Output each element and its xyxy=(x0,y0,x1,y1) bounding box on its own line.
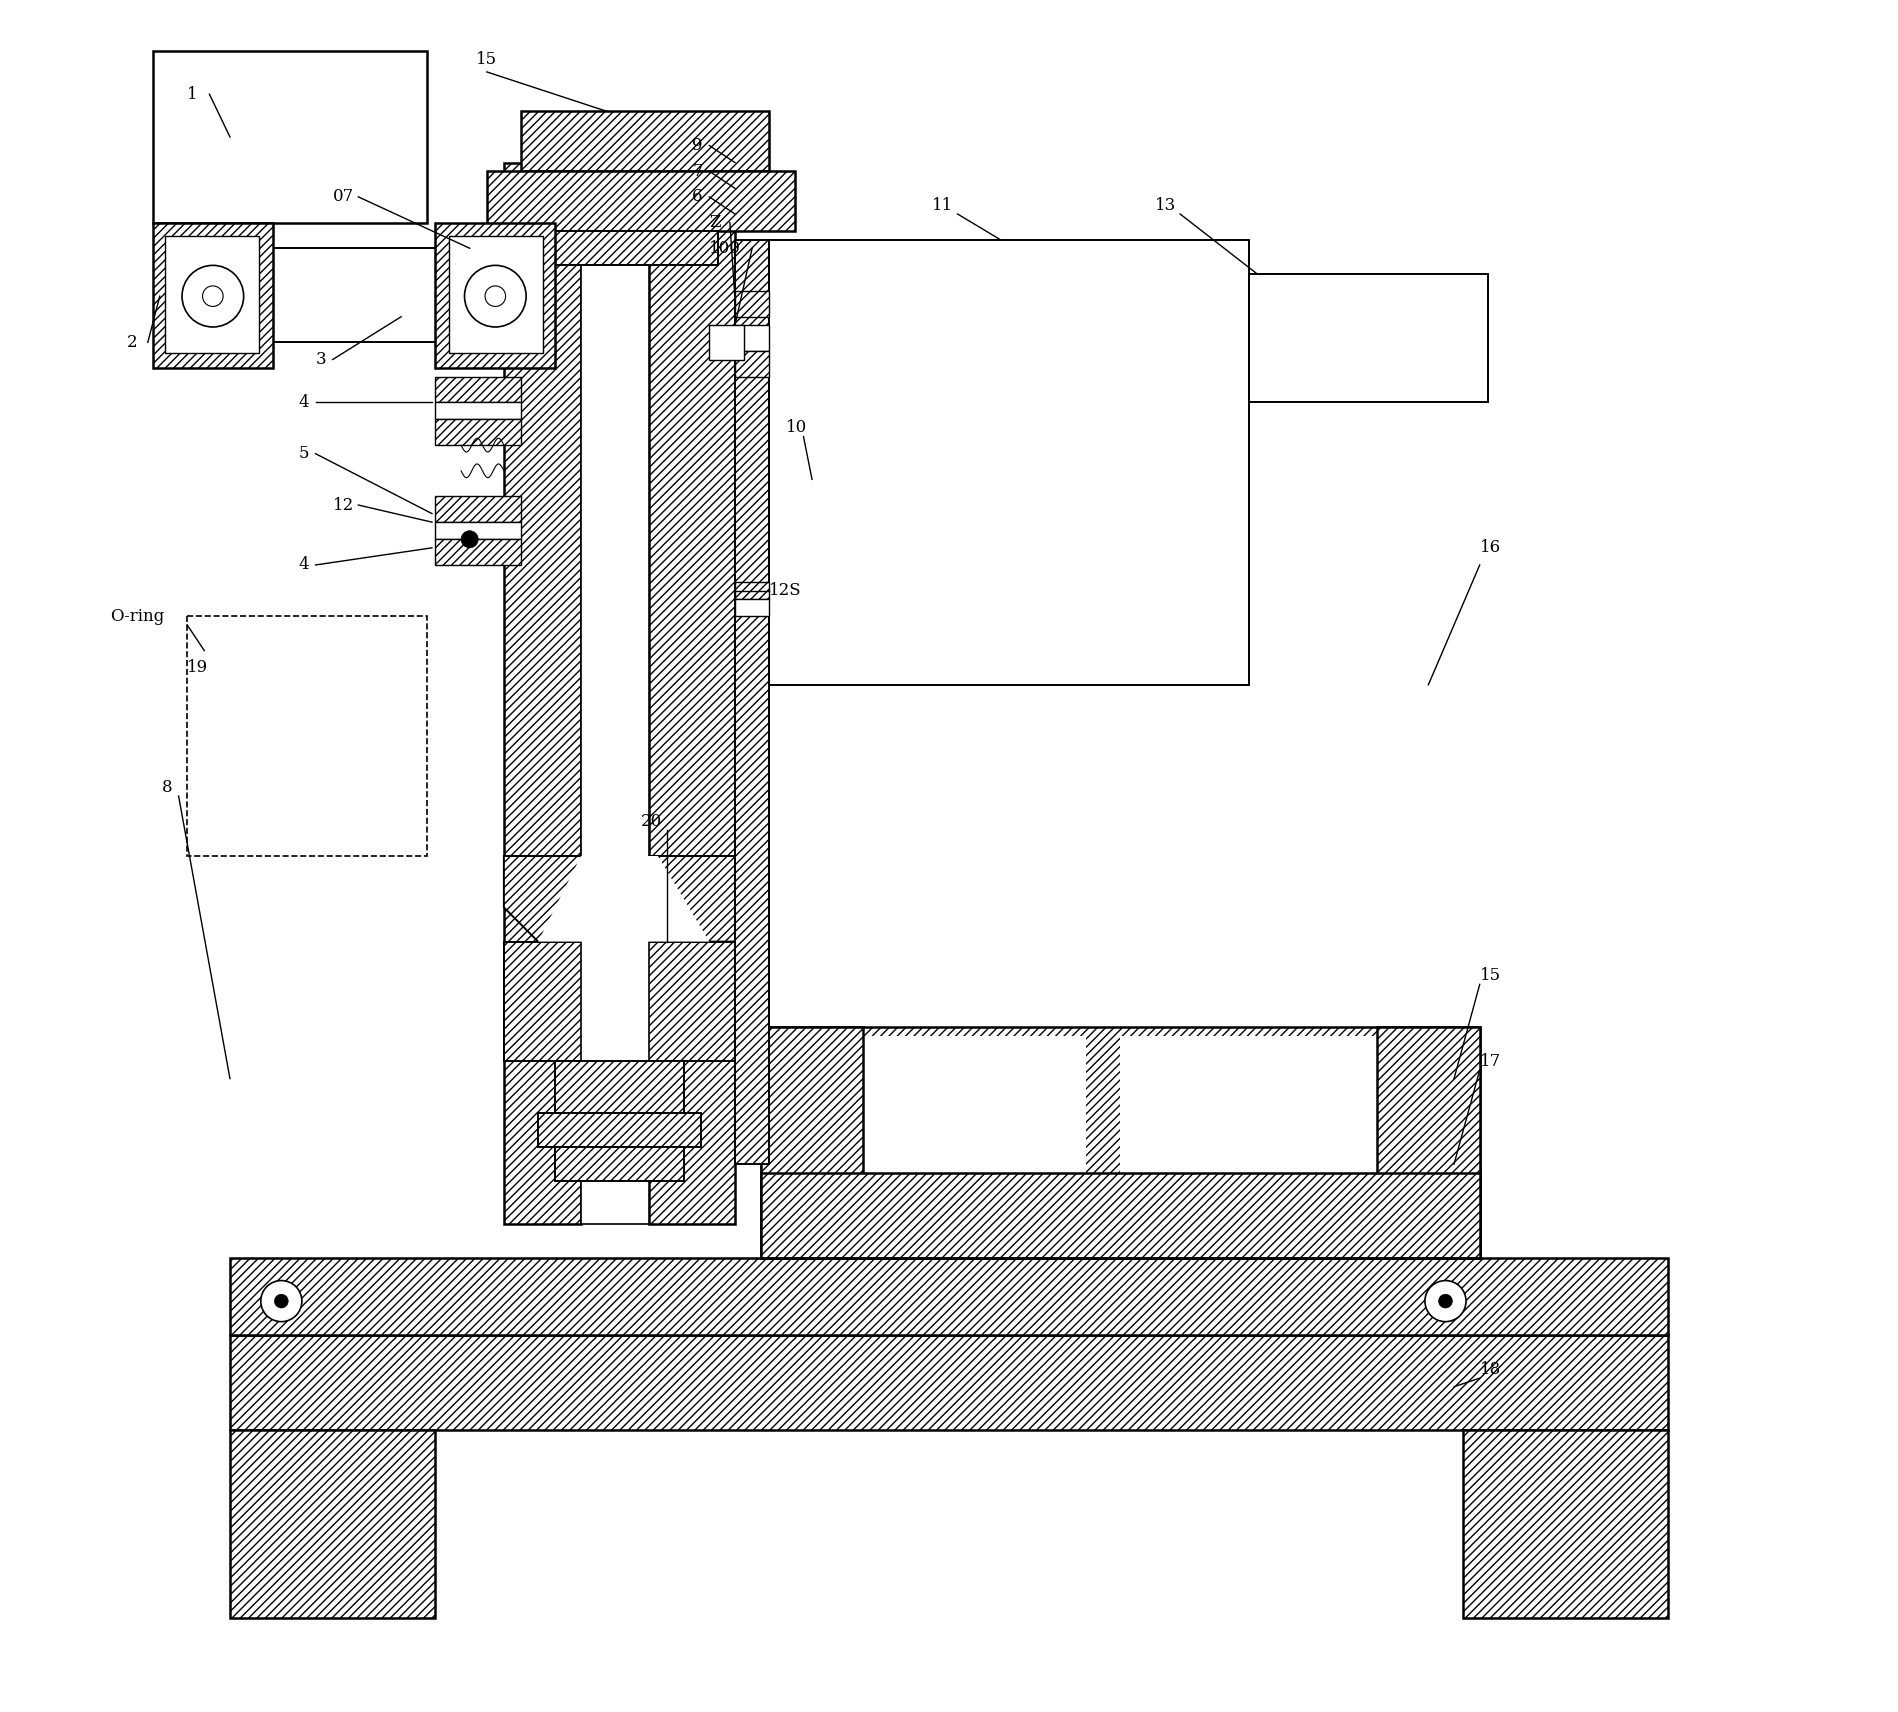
Bar xyxy=(1120,1036,1463,1250)
Bar xyxy=(556,1147,683,1181)
Bar xyxy=(154,51,427,223)
Bar xyxy=(230,1430,435,1618)
Text: 4: 4 xyxy=(298,394,309,411)
Bar xyxy=(435,539,520,565)
Circle shape xyxy=(203,286,224,306)
Bar xyxy=(1378,1027,1480,1258)
Text: 6: 6 xyxy=(693,188,702,205)
Text: 7: 7 xyxy=(693,163,702,180)
Bar xyxy=(735,291,769,317)
Text: 13: 13 xyxy=(1154,197,1175,214)
Bar xyxy=(503,163,581,1224)
Bar xyxy=(154,223,273,368)
Text: 2: 2 xyxy=(127,334,139,351)
Bar xyxy=(195,248,539,342)
Bar xyxy=(761,1027,864,1258)
Text: 10: 10 xyxy=(786,419,809,437)
Bar xyxy=(581,163,649,1224)
Text: 18: 18 xyxy=(1480,1361,1501,1378)
Circle shape xyxy=(461,531,478,548)
Bar xyxy=(435,419,520,445)
Bar xyxy=(435,402,520,419)
Text: 1: 1 xyxy=(188,86,197,103)
Bar xyxy=(435,377,520,402)
Bar xyxy=(530,231,717,265)
Bar xyxy=(486,171,795,231)
Polygon shape xyxy=(539,856,710,942)
Polygon shape xyxy=(503,942,752,1061)
Text: 8: 8 xyxy=(161,779,173,796)
Text: 12: 12 xyxy=(332,496,353,514)
Text: O-ring: O-ring xyxy=(110,608,165,625)
Text: 3: 3 xyxy=(315,351,326,368)
Bar xyxy=(1249,274,1488,402)
Bar xyxy=(556,1061,683,1113)
Text: 5: 5 xyxy=(298,445,309,462)
Circle shape xyxy=(1439,1294,1452,1308)
Text: 17: 17 xyxy=(1480,1053,1501,1070)
Bar xyxy=(165,236,258,353)
Bar xyxy=(435,522,520,539)
Text: 12S: 12S xyxy=(769,582,801,599)
Circle shape xyxy=(465,265,526,327)
Bar xyxy=(710,325,744,360)
Bar xyxy=(520,111,769,171)
Bar xyxy=(761,1173,1480,1258)
Circle shape xyxy=(275,1294,288,1308)
Bar xyxy=(230,1258,1668,1335)
Bar xyxy=(735,240,769,1164)
Bar xyxy=(829,1036,1086,1250)
Bar xyxy=(735,599,769,616)
Text: 9: 9 xyxy=(693,137,702,154)
Bar xyxy=(735,582,769,599)
Circle shape xyxy=(486,286,505,306)
Circle shape xyxy=(1425,1281,1465,1322)
Text: 20: 20 xyxy=(642,813,662,830)
Text: 4: 4 xyxy=(298,556,309,574)
Text: Z: Z xyxy=(710,214,721,231)
Circle shape xyxy=(182,265,243,327)
Bar xyxy=(761,1027,1480,1258)
Bar xyxy=(230,1335,1668,1430)
Bar xyxy=(735,351,769,377)
Text: 100: 100 xyxy=(710,240,742,257)
Text: 15: 15 xyxy=(476,51,497,68)
Text: 16: 16 xyxy=(1480,539,1501,556)
Circle shape xyxy=(260,1281,302,1322)
Bar xyxy=(769,240,1249,685)
Bar xyxy=(539,1113,700,1147)
Text: 15: 15 xyxy=(1480,967,1501,984)
Bar xyxy=(649,163,735,1224)
Text: 07: 07 xyxy=(332,188,353,205)
Bar xyxy=(450,236,543,353)
Bar xyxy=(435,223,556,368)
Bar xyxy=(1463,1430,1668,1618)
Bar xyxy=(435,496,520,522)
Text: 11: 11 xyxy=(932,197,953,214)
Polygon shape xyxy=(503,856,752,942)
Bar xyxy=(188,616,427,856)
Bar xyxy=(735,325,769,351)
Text: 19: 19 xyxy=(188,659,209,676)
